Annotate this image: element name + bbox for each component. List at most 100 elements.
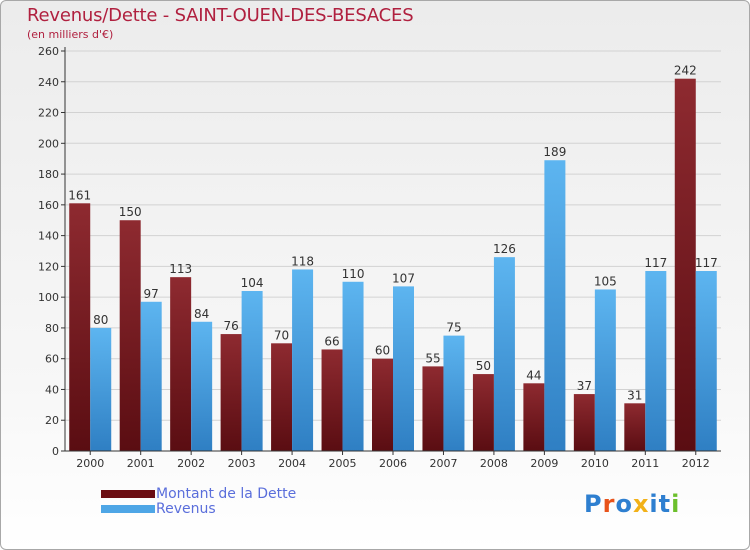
y-tick-label: 80	[45, 322, 59, 335]
bar-dette	[422, 366, 444, 451]
data-label: 97	[144, 287, 159, 301]
x-tick-label: 2000	[76, 457, 104, 470]
bar-dette	[321, 349, 343, 451]
chart-title: Revenus/Dette - SAINT-OUEN-DES-BESACES	[27, 5, 414, 26]
data-label: 50	[476, 359, 491, 373]
data-label: 161	[68, 188, 91, 202]
data-label: 117	[695, 256, 718, 270]
logo-letter: o	[615, 490, 633, 518]
bar-revenus	[292, 269, 314, 451]
bar-dette	[69, 203, 91, 451]
x-tick-label: 2002	[177, 457, 205, 470]
y-tick-label: 20	[45, 414, 59, 427]
x-tick-label: 2001	[127, 457, 155, 470]
axes	[64, 47, 721, 452]
data-label: 242	[674, 64, 697, 78]
bar-dette	[624, 403, 646, 451]
legend-label-dette: Montant de la Dette	[156, 486, 297, 502]
bar-revenus	[443, 335, 465, 451]
data-label: 44	[526, 368, 541, 382]
data-label: 126	[493, 242, 516, 256]
x-tick-label: 2011	[631, 457, 659, 470]
bar-revenus	[544, 160, 566, 451]
bar-dette	[573, 394, 595, 451]
x-tick-label: 2006	[379, 457, 407, 470]
logo-letter: x	[632, 490, 650, 518]
y-tick-label: 120	[38, 260, 59, 273]
bar-revenus	[241, 291, 263, 451]
y-axis-ticks: 0 20 40 60 80 100 120 140 160 180 200 220 240 260	[38, 45, 65, 458]
data-label: 80	[93, 313, 108, 327]
proxiti-logo: Proxiti	[584, 490, 680, 518]
data-label: 31	[627, 388, 642, 402]
x-tick-label: 2004	[278, 457, 306, 470]
bar-revenus	[90, 327, 112, 451]
x-tick-label: 2009	[530, 457, 558, 470]
bar-revenus	[342, 281, 364, 451]
legend-swatch-revenus	[101, 505, 155, 513]
bar-dette	[170, 277, 192, 451]
bar-revenus	[140, 301, 162, 451]
y-tick-label: 240	[38, 76, 59, 89]
data-label: 76	[223, 319, 238, 333]
x-tick-label: 2012	[682, 457, 710, 470]
x-tick-label: 2007	[429, 457, 457, 470]
y-tick-label: 140	[38, 230, 59, 243]
data-labels: 161 80 150 97 113 84 76 104 70 118 66 110 60 107 55 75 5…	[68, 64, 717, 403]
bar-dette	[220, 334, 242, 451]
data-label: 107	[392, 271, 415, 285]
data-label: 150	[119, 205, 142, 219]
logo-letter: i	[671, 490, 681, 518]
bars	[69, 78, 717, 451]
x-tick-label: 2010	[581, 457, 609, 470]
data-label: 118	[291, 254, 314, 268]
data-label: 105	[594, 274, 617, 288]
data-label: 189	[543, 145, 566, 159]
bar-revenus	[645, 271, 667, 451]
x-tick-label: 2008	[480, 457, 508, 470]
data-label: 55	[425, 351, 440, 365]
logo-letter: t	[658, 490, 672, 518]
bar-dette	[372, 358, 393, 451]
bar-dette	[271, 343, 293, 451]
data-label: 75	[446, 321, 461, 335]
data-label: 104	[241, 276, 264, 290]
y-tick-label: 0	[52, 445, 59, 458]
bar-revenus	[695, 271, 717, 451]
data-label: 70	[274, 328, 289, 342]
bar-revenus	[191, 321, 213, 451]
y-tick-label: 160	[38, 199, 59, 212]
bar-dette	[523, 383, 545, 451]
y-tick-label: 180	[38, 168, 59, 181]
data-label: 113	[169, 262, 192, 276]
logo-letter: P	[584, 490, 603, 518]
bar-dette	[674, 78, 696, 451]
bar-dette	[119, 220, 141, 451]
y-tick-label: 260	[38, 45, 59, 58]
data-label: 66	[324, 334, 339, 348]
bar-dette	[472, 374, 494, 451]
legend-label-revenus: Revenus	[156, 501, 216, 517]
logo-letter: i	[649, 490, 659, 518]
x-axis-ticks: 2000 2001 2002 2003 2004 2005 2006 2007 2008 2009…	[76, 451, 710, 470]
y-tick-label: 100	[38, 291, 59, 304]
data-label: 117	[644, 256, 667, 270]
logo-letter: r	[602, 490, 616, 518]
x-tick-label: 2005	[329, 457, 357, 470]
chart-subtitle: (en milliers d'€)	[27, 28, 114, 41]
y-tick-label: 220	[38, 107, 59, 120]
x-tick-label: 2003	[228, 457, 256, 470]
y-tick-label: 40	[45, 383, 59, 396]
y-tick-label: 200	[38, 137, 59, 150]
data-label: 60	[375, 344, 390, 358]
data-label: 84	[194, 307, 209, 321]
bar-revenus	[594, 289, 616, 451]
data-label: 37	[577, 379, 592, 393]
legend-swatch-dette	[101, 490, 155, 498]
bar-revenus	[493, 257, 515, 451]
data-label: 110	[342, 267, 365, 281]
y-tick-label: 60	[45, 353, 59, 366]
bar-revenus	[393, 286, 414, 451]
